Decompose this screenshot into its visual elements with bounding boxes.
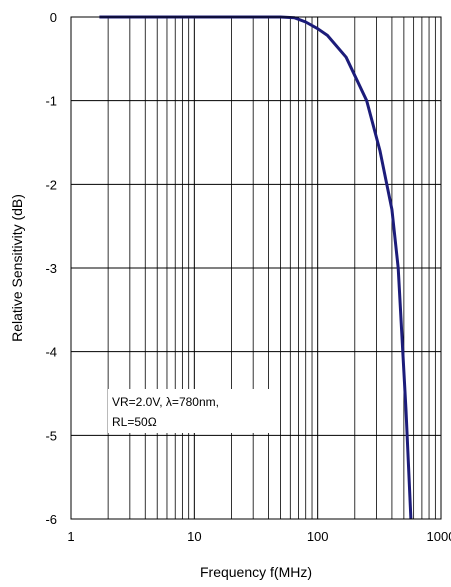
y-axis-title: Relative Sensitivity (dB) — [9, 194, 25, 342]
x-tick-label: 1 — [67, 529, 74, 544]
y-tick-label: -4 — [45, 345, 57, 360]
x-tick-labels: 1 10 100 1000 — [67, 529, 451, 544]
x-axis-title: Frequency f(MHz) — [200, 564, 312, 580]
x-tick-label: 100 — [307, 529, 329, 544]
y-tick-label: 0 — [50, 10, 57, 25]
y-tick-label: -1 — [45, 94, 57, 109]
y-tick-label: -5 — [45, 428, 57, 443]
x-tick-label: 1000 — [427, 529, 451, 544]
y-tick-label: -6 — [45, 512, 57, 527]
annotation-line-1: VR=2.0V, λ=780nm, — [112, 395, 219, 409]
y-tick-label: -2 — [45, 177, 57, 192]
plot-frame — [70, 16, 442, 520]
y-tick-labels: 0 -1 -2 -3 -4 -5 -6 — [45, 10, 57, 527]
annotation-box: VR=2.0V, λ=780nm, RL=50Ω — [108, 389, 276, 433]
x-tick-label: 10 — [187, 529, 201, 544]
y-tick-label: -3 — [45, 261, 57, 276]
annotation-line-2: RL=50Ω — [112, 415, 157, 429]
